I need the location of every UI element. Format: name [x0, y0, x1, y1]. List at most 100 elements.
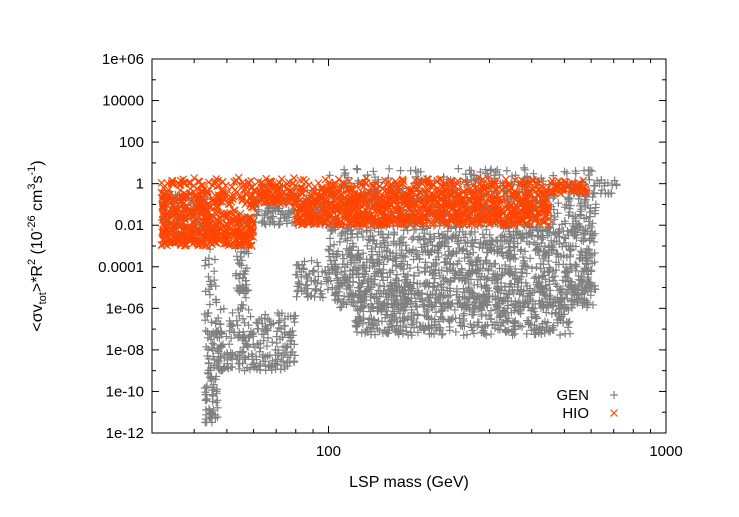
gen-point [204, 358, 213, 367]
gen-point [248, 330, 257, 339]
gen-point [339, 254, 348, 263]
gen-point [545, 298, 554, 307]
gen-point [309, 267, 318, 276]
gen-point [377, 302, 386, 311]
gen-point [261, 322, 270, 331]
gen-point [338, 250, 347, 259]
gen-point [461, 277, 470, 286]
gen-point [298, 260, 307, 269]
gen-point [521, 263, 530, 272]
gen-point [535, 325, 544, 334]
gen-point [581, 202, 590, 211]
gen-point [476, 238, 485, 247]
gen-point [353, 165, 362, 174]
gen-point [457, 264, 466, 273]
gen-point [532, 278, 541, 287]
gen-point [455, 257, 464, 266]
gen-point [267, 320, 276, 329]
gen-point [349, 242, 358, 251]
gen-point [201, 326, 210, 335]
gen-point [491, 305, 500, 314]
gen-point [399, 302, 408, 311]
gen-point [403, 280, 412, 289]
gen-point [297, 272, 306, 281]
legend: GEN HIO [556, 387, 618, 422]
gen-point [522, 237, 531, 246]
gen-point [435, 271, 444, 280]
legend-label-hio: HIO [562, 405, 589, 422]
gen-point [352, 270, 361, 279]
gen-point [397, 234, 406, 243]
gen-point [591, 200, 600, 209]
gen-point [361, 327, 370, 336]
y-label-part-a: <σv [29, 304, 46, 331]
gen-point [480, 322, 489, 331]
gen-point [393, 270, 402, 279]
gen-point [487, 241, 496, 250]
gen-point [374, 286, 383, 295]
gen-point [445, 326, 454, 335]
gen-point [345, 283, 354, 292]
gen-point [391, 254, 400, 263]
gen-point [358, 319, 367, 328]
gen-point [372, 267, 381, 276]
gen-point [515, 229, 524, 238]
gen-point [206, 366, 215, 375]
gen-point [326, 256, 335, 265]
gen-point [472, 298, 481, 307]
gen-point [413, 250, 422, 259]
gen-point [508, 271, 517, 280]
gen-point [586, 287, 595, 296]
gen-point [487, 330, 496, 339]
gen-point [481, 321, 490, 330]
gen-point [539, 300, 548, 309]
gen-point [394, 326, 403, 335]
gen-point [411, 225, 420, 234]
gen-point [454, 164, 463, 173]
gen-point [274, 318, 283, 327]
gen-point [564, 306, 573, 315]
gen-point [379, 265, 388, 274]
gen-point [577, 236, 586, 245]
gen-point [359, 261, 368, 270]
gen-point [292, 292, 301, 301]
gen-point [318, 293, 327, 302]
gen-point [542, 308, 551, 317]
gen-point [476, 304, 485, 313]
gen-point [301, 280, 310, 289]
gen-point [455, 318, 464, 327]
gen-point [202, 396, 211, 405]
gen-point [501, 264, 510, 273]
gen-point [559, 227, 568, 236]
gen-point [588, 300, 597, 309]
gen-point [504, 247, 513, 256]
gen-point [234, 305, 243, 314]
gen-point [259, 330, 268, 339]
gen-point [568, 212, 577, 221]
gen-point [527, 306, 536, 315]
gen-point [222, 332, 231, 341]
gen-point [537, 282, 546, 291]
gen-point [368, 237, 377, 246]
gen-point [524, 230, 533, 239]
gen-point [249, 329, 258, 338]
gen-point [511, 254, 520, 263]
gen-point [473, 318, 482, 327]
gen-point [450, 273, 459, 282]
gen-point [366, 307, 375, 316]
gen-point [574, 271, 583, 280]
gen-point [312, 285, 321, 294]
gen-point [478, 230, 487, 239]
hio-point [475, 180, 484, 189]
gen-point [481, 239, 490, 248]
gen-point [368, 261, 377, 270]
gen-point [504, 301, 513, 310]
gen-point [536, 288, 545, 297]
gen-point [213, 403, 222, 412]
gen-point [460, 293, 469, 302]
gen-point [584, 267, 593, 276]
gen-point [212, 298, 221, 307]
gen-point [383, 233, 392, 242]
gen-point [238, 304, 247, 313]
gen-point [398, 316, 407, 325]
